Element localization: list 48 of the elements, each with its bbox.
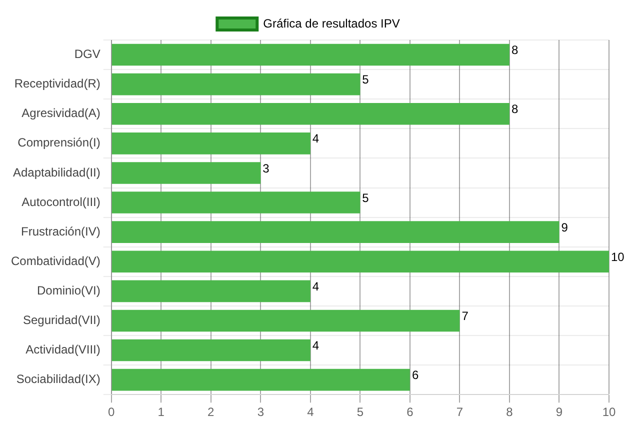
bar bbox=[112, 162, 261, 184]
bar bbox=[112, 339, 310, 362]
data-label: 7 bbox=[462, 309, 469, 324]
y-tick-label: Seguridad(VII) bbox=[22, 313, 100, 328]
x-tick-label: 10 bbox=[602, 405, 616, 420]
legend-label: Gráfica de resultados IPV bbox=[263, 16, 400, 30]
data-label: 9 bbox=[561, 220, 568, 234]
data-label: 4 bbox=[312, 338, 320, 353]
data-label: 5 bbox=[362, 190, 370, 205]
bar bbox=[112, 192, 360, 214]
x-tick-label: 6 bbox=[406, 405, 414, 420]
y-tick-label: Actividad(VIII) bbox=[26, 342, 100, 357]
y-tick-label: Adaptabilidad(II) bbox=[12, 165, 100, 180]
data-label: 5 bbox=[362, 72, 370, 87]
x-tick-label: 0 bbox=[108, 405, 116, 420]
bar bbox=[112, 44, 510, 66]
y-tick-label: Dominio(VI) bbox=[37, 283, 100, 298]
y-tick-label: Sociabilidad(IX) bbox=[16, 372, 100, 386]
y-tick-label: Autocontrol(III) bbox=[22, 194, 100, 209]
bar bbox=[112, 368, 410, 391]
data-label: 10 bbox=[611, 250, 625, 264]
x-tick-label: 8 bbox=[506, 405, 514, 420]
x-tick-label: 5 bbox=[356, 405, 364, 420]
bar bbox=[112, 310, 460, 332]
bar bbox=[112, 73, 360, 96]
bar bbox=[112, 280, 310, 302]
x-tick-label: 3 bbox=[257, 405, 264, 420]
data-label: 6 bbox=[412, 368, 419, 382]
y-tick-label: Receptividad(R) bbox=[14, 76, 100, 91]
x-tick-label: 7 bbox=[456, 405, 464, 420]
bar bbox=[112, 102, 510, 125]
x-tick-label: 2 bbox=[208, 405, 215, 420]
x-tick-label: 4 bbox=[307, 405, 314, 420]
data-label: 8 bbox=[511, 43, 518, 58]
data-label: 8 bbox=[511, 102, 518, 116]
bar bbox=[112, 132, 310, 154]
bar bbox=[112, 250, 609, 273]
bar bbox=[112, 221, 560, 243]
y-tick-label: Frustración(IV) bbox=[21, 224, 100, 238]
data-label: 4 bbox=[312, 132, 320, 146]
y-tick-label: Comprensión(I) bbox=[18, 136, 100, 150]
data-label: 3 bbox=[262, 161, 270, 176]
y-tick-label: Combatividad(V) bbox=[10, 254, 100, 268]
x-tick-label: 1 bbox=[158, 405, 165, 420]
y-tick-label: Agresividad(A) bbox=[22, 106, 100, 120]
x-tick-label: 9 bbox=[556, 405, 563, 420]
y-tick-label: DGV bbox=[74, 47, 100, 62]
data-label: 4 bbox=[312, 279, 320, 294]
